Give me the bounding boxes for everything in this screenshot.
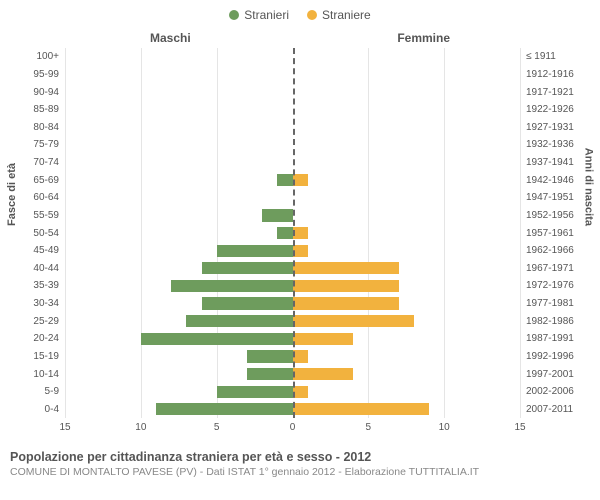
- age-label: 40-44: [33, 263, 65, 274]
- x-tick: 15: [514, 422, 525, 433]
- age-label: 50-54: [33, 228, 65, 239]
- year-label: 1952-1956: [520, 210, 574, 221]
- age-label: 30-34: [33, 298, 65, 309]
- age-label: 90-94: [33, 87, 65, 98]
- bar-male: [171, 280, 292, 292]
- bar-male: [186, 315, 292, 327]
- year-label: 1917-1921: [520, 87, 574, 98]
- year-label: 1927-1931: [520, 122, 574, 133]
- plot-area: 100+≤ 191195-991912-191690-941917-192185…: [65, 48, 520, 418]
- bar-female: [293, 368, 354, 380]
- footer-source: COMUNE DI MONTALTO PAVESE (PV) - Dati IS…: [10, 466, 590, 478]
- legend-label: Straniere: [322, 8, 371, 22]
- x-tick: 15: [59, 422, 70, 433]
- age-label: 25-29: [33, 316, 65, 327]
- side-title-right: Femmine: [397, 31, 450, 45]
- bar-male: [262, 209, 292, 221]
- footer-title: Popolazione per cittadinanza straniera p…: [10, 450, 590, 464]
- year-label: 2002-2006: [520, 386, 574, 397]
- year-label: 1982-1986: [520, 316, 574, 327]
- year-label: 1957-1961: [520, 228, 574, 239]
- age-label: 85-89: [33, 104, 65, 115]
- x-tick: 10: [135, 422, 146, 433]
- year-label: 1932-1936: [520, 139, 574, 150]
- year-label: 1997-2001: [520, 369, 574, 380]
- bar-female: [293, 262, 399, 274]
- age-label: 80-84: [33, 122, 65, 133]
- bar-female: [293, 315, 414, 327]
- x-axis: 15105051015: [65, 422, 520, 436]
- bar-female: [293, 297, 399, 309]
- bar-female: [293, 280, 399, 292]
- x-tick: 5: [366, 422, 372, 433]
- y-axis-label-right: Anni di nascita: [582, 148, 594, 226]
- bar-male: [247, 368, 293, 380]
- age-label: 70-74: [33, 157, 65, 168]
- year-label: 1922-1926: [520, 104, 574, 115]
- year-label: 1972-1976: [520, 280, 574, 291]
- legend-label: Stranieri: [244, 8, 289, 22]
- bar-female: [293, 386, 308, 398]
- bar-female: [293, 403, 430, 415]
- age-label: 65-69: [33, 175, 65, 186]
- pyramid-chart: Maschi Femmine Fasce di età Anni di nasc…: [0, 26, 600, 446]
- age-label: 60-64: [33, 192, 65, 203]
- age-label: 5-9: [45, 386, 65, 397]
- legend-item: Straniere: [307, 8, 371, 22]
- year-label: 1947-1951: [520, 192, 574, 203]
- year-label: 1942-1946: [520, 175, 574, 186]
- age-label: 45-49: [33, 245, 65, 256]
- legend-item: Stranieri: [229, 8, 289, 22]
- bar-female: [293, 245, 308, 257]
- year-label: 1962-1966: [520, 245, 574, 256]
- bar-female: [293, 333, 354, 345]
- bar-male: [277, 174, 292, 186]
- year-label: 1977-1981: [520, 298, 574, 309]
- year-label: 2007-2011: [520, 404, 573, 415]
- year-label: 1967-1971: [520, 263, 574, 274]
- year-label: 1912-1916: [520, 69, 574, 80]
- age-label: 100+: [36, 51, 65, 62]
- age-label: 95-99: [33, 69, 65, 80]
- legend: Stranieri Straniere: [0, 0, 600, 26]
- x-tick: 10: [439, 422, 450, 433]
- legend-swatch: [229, 10, 239, 20]
- age-label: 55-59: [33, 210, 65, 221]
- bar-male: [217, 245, 293, 257]
- bar-female: [293, 350, 308, 362]
- bar-female: [293, 227, 308, 239]
- bar-male: [217, 386, 293, 398]
- age-label: 10-14: [33, 369, 65, 380]
- legend-swatch: [307, 10, 317, 20]
- age-label: 0-4: [45, 404, 65, 415]
- bar-female: [293, 174, 308, 186]
- footer: Popolazione per cittadinanza straniera p…: [0, 446, 600, 478]
- x-tick: 0: [290, 422, 296, 433]
- age-label: 20-24: [33, 333, 65, 344]
- age-label: 75-79: [33, 139, 65, 150]
- age-label: 15-19: [33, 351, 65, 362]
- bar-male: [202, 297, 293, 309]
- side-title-left: Maschi: [150, 31, 191, 45]
- bar-male: [141, 333, 293, 345]
- center-line: [293, 48, 295, 418]
- year-label: 1937-1941: [520, 157, 574, 168]
- year-label: ≤ 1911: [520, 51, 556, 62]
- bar-male: [202, 262, 293, 274]
- year-label: 1987-1991: [520, 333, 574, 344]
- bar-male: [247, 350, 293, 362]
- bar-male: [277, 227, 292, 239]
- bar-male: [156, 403, 293, 415]
- x-tick: 5: [214, 422, 220, 433]
- y-axis-label-left: Fasce di età: [6, 163, 18, 226]
- year-label: 1992-1996: [520, 351, 574, 362]
- age-label: 35-39: [33, 280, 65, 291]
